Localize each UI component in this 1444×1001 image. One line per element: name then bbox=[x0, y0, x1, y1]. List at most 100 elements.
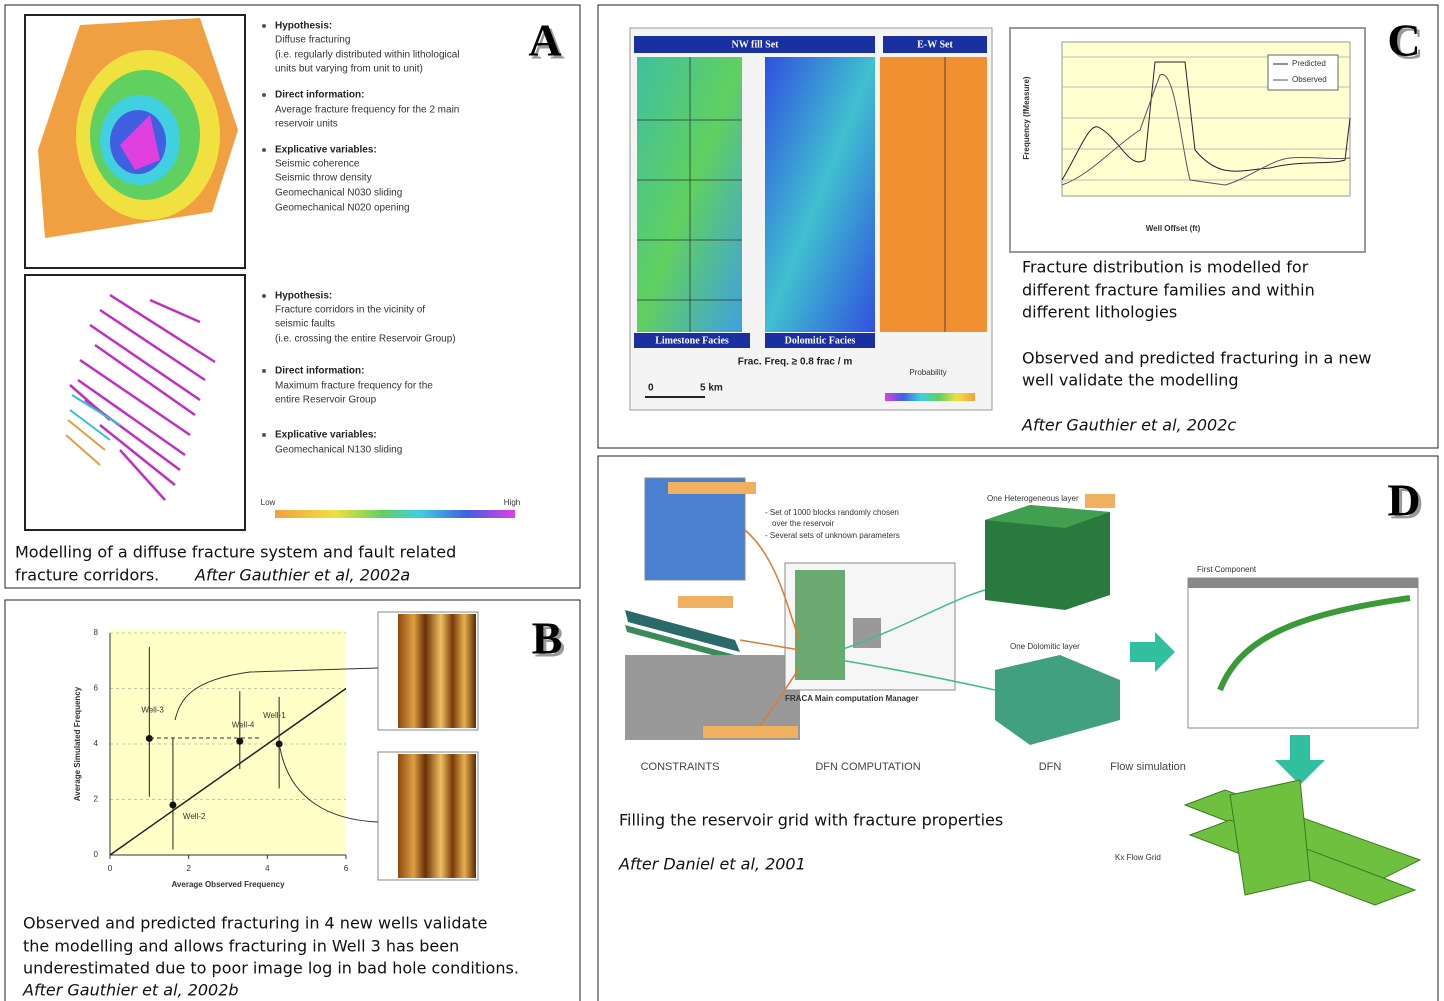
scale-start: 0 bbox=[648, 383, 654, 394]
legend-bar bbox=[275, 510, 515, 518]
caption: Observed and predicted fracturing in a n… bbox=[1022, 349, 1372, 368]
block-heading: Explicative variables: bbox=[275, 430, 377, 441]
block-heading: Hypothesis: bbox=[275, 21, 332, 32]
grid-label: Kx Flow Grid bbox=[1115, 853, 1161, 862]
point-label: Well-3 bbox=[141, 706, 164, 715]
bullet bbox=[262, 93, 266, 97]
point-label: Well-4 bbox=[232, 720, 255, 729]
stage-label: CONSTRAINTS bbox=[641, 761, 720, 773]
constraint-tag bbox=[678, 596, 733, 608]
block-heading: Direct information: bbox=[275, 366, 364, 377]
block-line: Maximum fracture frequency for the bbox=[275, 381, 433, 392]
map-footer-text: Dolomitic Facies bbox=[785, 335, 856, 346]
x-axis-label: Well Offset (ft) bbox=[1146, 224, 1201, 233]
citation: After Gauthier et al, 2002a bbox=[194, 566, 410, 585]
legend-low: Low bbox=[261, 498, 276, 507]
caption: Filling the reservoir grid with fracture… bbox=[619, 811, 1003, 830]
stage-label: DFN bbox=[1039, 761, 1062, 773]
y-tick-label: 6 bbox=[94, 684, 99, 693]
caption: Fracture distribution is modelled for bbox=[1022, 258, 1309, 277]
panel-a: A A Hypothesis:Diffuse fracturing(i.e. r… bbox=[5, 5, 580, 588]
note: - Several sets of unknown parameters bbox=[765, 531, 900, 540]
block-line: entire Reservoir Group bbox=[275, 395, 377, 406]
block-line: Geomechanical N020 opening bbox=[275, 203, 410, 214]
block-line: (i.e. regularly distributed within litho… bbox=[275, 50, 460, 61]
map-frame bbox=[25, 275, 245, 530]
x-tick-label: 6 bbox=[344, 864, 349, 873]
caption: different fracture families and within bbox=[1022, 281, 1315, 300]
legend-label: Predicted bbox=[1292, 59, 1326, 68]
panel-c: C C NW fill Set E-W Set Limestone Facies… bbox=[598, 5, 1438, 448]
block-line: Diffuse fracturing bbox=[275, 35, 350, 46]
image-log bbox=[398, 754, 476, 878]
probability-map bbox=[880, 57, 987, 332]
plot-area bbox=[110, 630, 346, 855]
caption: Modelling of a diffuse fracture system a… bbox=[15, 543, 456, 562]
manager-label: FRACA Main computation Manager bbox=[785, 694, 918, 703]
citation: After Gauthier et al, 2002c bbox=[1021, 416, 1236, 435]
citation: After Daniel et al, 2001 bbox=[618, 855, 806, 874]
panel-letter: C bbox=[1387, 15, 1420, 66]
constraint-tag bbox=[703, 726, 798, 738]
y-tick-label: 8 bbox=[94, 628, 99, 637]
block-heading: Direct information: bbox=[275, 90, 364, 101]
block-line: Seismic coherence bbox=[275, 159, 360, 170]
legend-label: Observed bbox=[1292, 75, 1327, 84]
x-axis-label: Average Observed Frequency bbox=[171, 880, 285, 889]
block-line: seismic faults bbox=[275, 319, 335, 330]
bullet bbox=[262, 433, 266, 437]
block-line: Geomechanical N030 sliding bbox=[275, 188, 402, 199]
image-log bbox=[398, 614, 476, 728]
page: A A Hypothesis:Diffuse fracturing(i.e. r… bbox=[0, 0, 1444, 1001]
block-line: Geomechanical N130 sliding bbox=[275, 445, 402, 456]
data-point bbox=[276, 741, 283, 748]
citation: After Gauthier et al, 2002b bbox=[22, 981, 239, 1000]
probability-map bbox=[637, 57, 742, 332]
caption: underestimated due to poor image log in … bbox=[23, 959, 519, 978]
map-footer-text: Limestone Facies bbox=[655, 335, 729, 346]
caption: Observed and predicted fracturing in 4 n… bbox=[23, 914, 487, 933]
x-tick-label: 0 bbox=[108, 864, 113, 873]
chart-header bbox=[1188, 578, 1418, 588]
caption: different lithologies bbox=[1022, 303, 1177, 322]
block-line: units but varying from unit to unit) bbox=[275, 64, 423, 75]
bullet bbox=[262, 24, 266, 28]
block-line: Average fracture frequency for the 2 mai… bbox=[275, 105, 459, 116]
note: - Set of 1000 blocks randomly chosen bbox=[765, 508, 899, 517]
note: over the reservoir bbox=[772, 519, 835, 528]
probability-bar bbox=[885, 393, 975, 401]
block-line: (i.e. crossing the entire Reservoir Grou… bbox=[275, 334, 456, 345]
point-label: Well-2 bbox=[183, 812, 206, 821]
stage-label: DFN COMPUTATION bbox=[815, 761, 920, 773]
panel-d: D D - Set of 1000 blocks randomly chosen… bbox=[598, 456, 1438, 1001]
probability-label: Probability bbox=[909, 368, 946, 377]
data-point bbox=[236, 738, 243, 745]
block-heading: Hypothesis: bbox=[275, 291, 332, 302]
panel-letter: B bbox=[532, 613, 563, 664]
panel-letter: A bbox=[528, 15, 561, 66]
layer-label: One Dolomitic layer bbox=[1010, 642, 1080, 651]
layer-label: One Heterogeneous layer bbox=[987, 494, 1079, 503]
caption: well validate the modelling bbox=[1022, 371, 1239, 390]
bullet bbox=[262, 148, 266, 152]
constraint-tag bbox=[668, 482, 756, 494]
tag bbox=[1085, 494, 1115, 508]
legend-high: High bbox=[504, 498, 520, 507]
scale-end: 5 km bbox=[700, 383, 723, 394]
block-heading: Explicative variables: bbox=[275, 145, 377, 156]
data-point bbox=[169, 802, 176, 809]
map-header-text: E-W Set bbox=[917, 39, 953, 50]
block-line: Fracture corridors in the vicinity of bbox=[275, 305, 425, 316]
stage-label: Flow simulation bbox=[1110, 761, 1186, 773]
map-note: Frac. Freq. ≥ 0.8 frac / m bbox=[738, 357, 853, 368]
x-tick-label: 4 bbox=[265, 864, 270, 873]
y-axis-label: Average Simulated Frequency bbox=[73, 686, 82, 801]
y-tick-label: 2 bbox=[94, 795, 99, 804]
caption: fracture corridors. bbox=[15, 566, 159, 585]
map-header-text: NW fill Set bbox=[731, 39, 779, 50]
block-line: Seismic throw density bbox=[275, 173, 372, 184]
caption: the modelling and allows fracturing in W… bbox=[23, 937, 459, 956]
point-label: Well-1 bbox=[263, 711, 286, 720]
manager-image bbox=[795, 570, 845, 680]
